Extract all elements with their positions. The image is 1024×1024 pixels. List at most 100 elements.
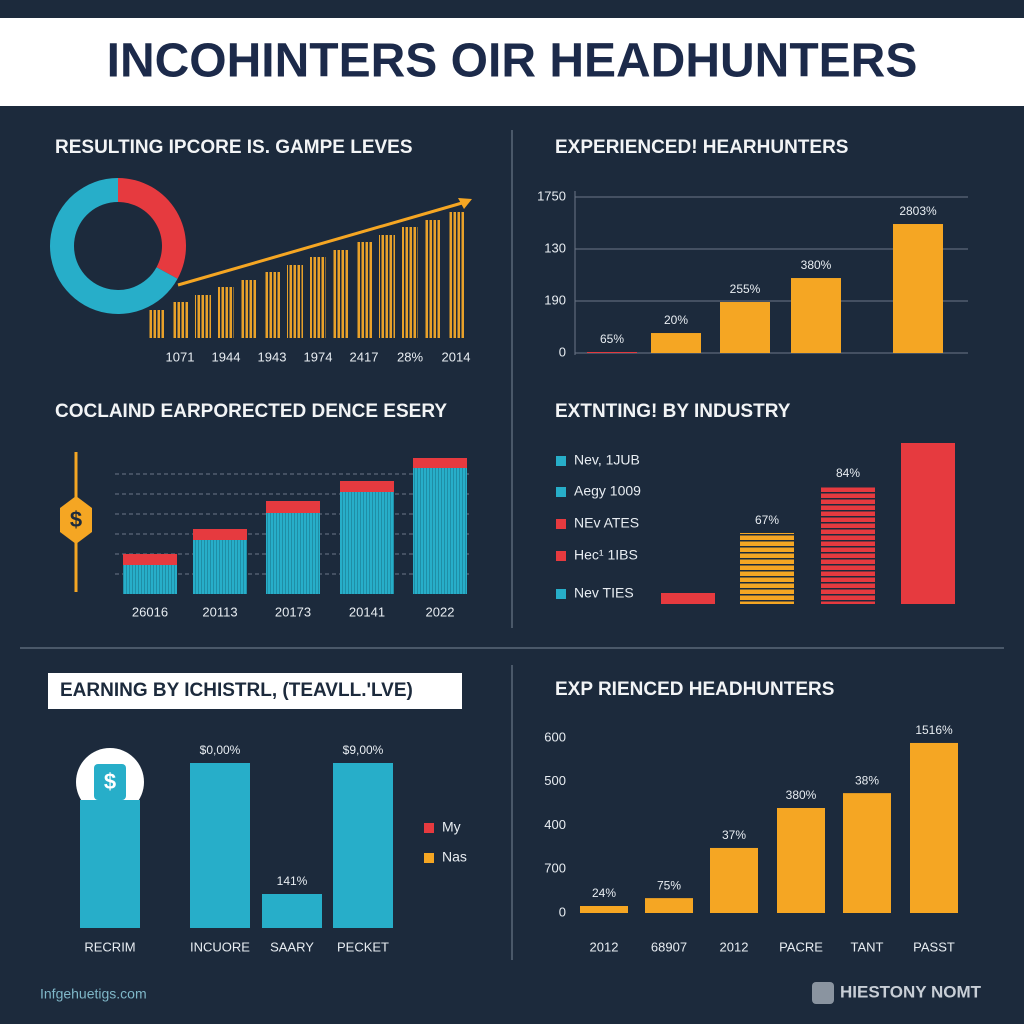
y-tick-label: 700	[544, 861, 566, 876]
bar	[172, 302, 188, 338]
bar-segment	[266, 501, 320, 513]
bar	[661, 593, 715, 604]
x-tick-label: TANT	[851, 939, 884, 954]
pie-slice	[49, 178, 178, 314]
bar	[333, 250, 349, 338]
data-label: 24%	[592, 886, 616, 900]
bar	[149, 310, 165, 338]
page-title: INCOHINTERS OIR HEADHUNTERS	[107, 35, 918, 88]
trend-arrow	[177, 201, 463, 287]
legend-swatch	[556, 551, 566, 561]
bar-segment	[266, 513, 320, 594]
bar	[740, 533, 794, 604]
bar-segment	[413, 458, 467, 468]
data-label: 84%	[836, 466, 860, 480]
bar	[587, 352, 637, 353]
data-label: $9,00%	[343, 743, 384, 757]
bar-segment	[340, 492, 394, 594]
footer-left: Infgehuetigs.com	[40, 986, 147, 1002]
bar	[893, 224, 943, 353]
x-tick-label: PACRE	[779, 939, 823, 954]
bar	[262, 894, 322, 928]
x-tick-label: 26016	[132, 604, 168, 619]
y-tick-label: 0	[559, 344, 566, 359]
bar-segment	[193, 540, 247, 594]
bar	[287, 265, 303, 338]
y-tick-label: 130	[544, 240, 566, 255]
legend-swatch	[424, 853, 434, 863]
bar	[379, 235, 395, 338]
x-tick-label: 1943	[258, 349, 287, 364]
legend-label: Nev TIES	[574, 585, 634, 601]
x-tick-label: 68907	[651, 939, 687, 954]
data-label: 67%	[755, 513, 779, 527]
bar	[264, 272, 280, 338]
title-box	[48, 673, 462, 709]
bar	[356, 242, 372, 338]
legend-label: My	[442, 819, 461, 835]
x-tick-label: 2012	[590, 939, 619, 954]
legend-label: NEv ATES	[574, 515, 639, 531]
data-label: 380%	[786, 788, 817, 802]
x-tick-label: 28%	[397, 349, 423, 364]
bar	[448, 212, 464, 338]
bar	[821, 486, 875, 604]
bar	[651, 333, 701, 353]
x-tick-label: PASST	[913, 939, 955, 954]
legend-swatch	[556, 487, 566, 497]
logo-icon	[812, 982, 834, 1004]
bar	[645, 898, 693, 913]
legend-label: Hec¹ 1IBS	[574, 547, 638, 563]
data-label: 2803%	[899, 204, 937, 218]
legend-swatch	[556, 519, 566, 529]
panel-title: COCLAIND EARPORECTED DENCE ESERY	[55, 401, 447, 422]
money-icon-sign: $	[104, 769, 116, 794]
bar	[777, 808, 825, 913]
x-tick-label: 20113	[202, 604, 237, 619]
x-tick-label: SAARY	[270, 939, 314, 954]
data-label: 1516%	[915, 723, 953, 737]
x-tick-label: RECRIM	[84, 939, 135, 954]
data-label: 255%	[730, 282, 761, 296]
legend-swatch	[556, 456, 566, 466]
legend-swatch	[424, 823, 434, 833]
dollar-icon	[60, 496, 92, 544]
data-label: 38%	[855, 773, 879, 787]
y-tick-label: 0	[559, 904, 566, 919]
y-tick-label: 190	[544, 292, 566, 307]
x-tick-label: 1974	[304, 349, 333, 364]
x-tick-label: 20141	[349, 604, 385, 619]
bar-segment	[193, 529, 247, 540]
bar	[425, 220, 441, 338]
bar	[580, 906, 628, 913]
bar	[310, 257, 326, 338]
bar	[791, 278, 841, 353]
y-tick-label: 400	[544, 817, 566, 832]
bar	[241, 280, 257, 338]
data-label: 65%	[600, 332, 624, 346]
bar-segment	[340, 481, 394, 492]
panel-title: RESULTING IPCORE IS. GAMPE LEVES	[55, 137, 413, 158]
bar	[190, 763, 250, 928]
legend-swatch	[556, 589, 566, 599]
panel-title: EXPERIENCED! HEARHUNTERS	[555, 137, 848, 158]
data-label: 20%	[664, 313, 688, 327]
money-icon-bag	[94, 764, 126, 800]
dollar-sign: $	[70, 507, 82, 532]
y-tick-label: 600	[544, 729, 566, 744]
pie-slice	[118, 178, 186, 279]
bar	[195, 295, 211, 338]
bar-segment	[413, 468, 467, 594]
bar	[910, 742, 958, 913]
x-tick-label: 2012	[720, 939, 749, 954]
trend-arrowhead	[458, 198, 472, 209]
x-tick-label: 2014	[442, 349, 471, 364]
bar	[720, 302, 770, 353]
bar	[843, 793, 891, 913]
x-tick-label: INCUORE	[190, 939, 250, 954]
bar	[80, 800, 140, 928]
x-tick-label: 20173	[275, 604, 311, 619]
bar	[333, 763, 393, 928]
y-tick-label: 500	[544, 773, 566, 788]
